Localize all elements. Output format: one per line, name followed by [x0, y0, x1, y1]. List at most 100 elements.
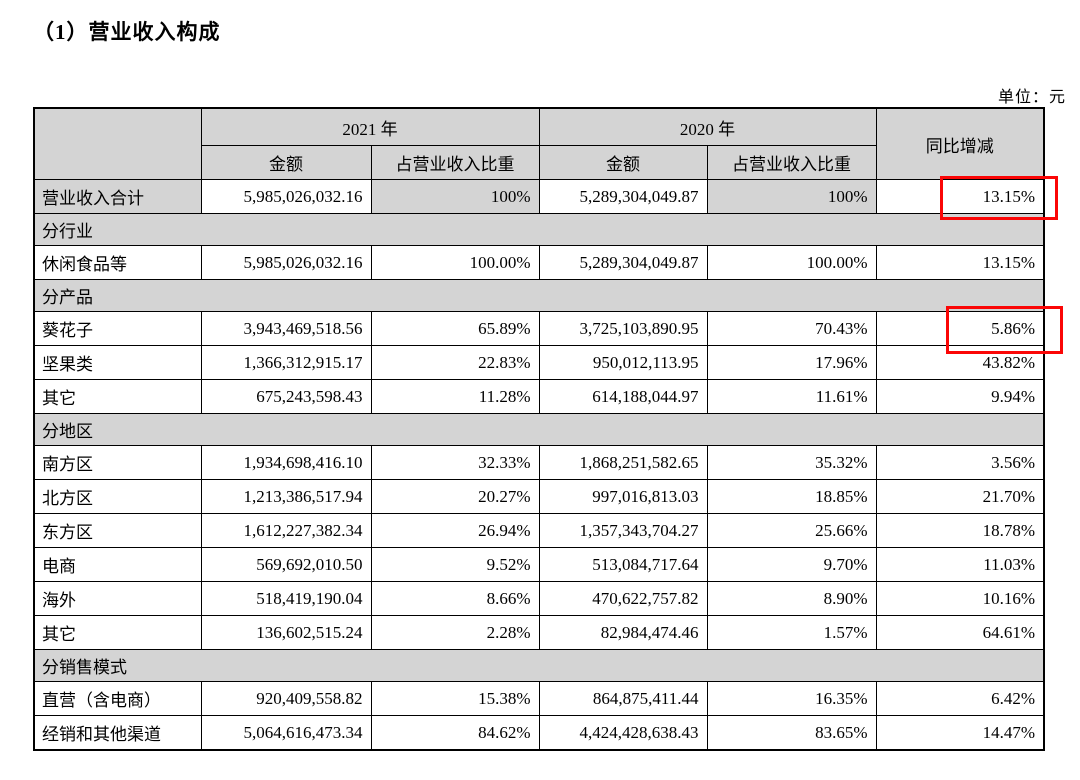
header-amount-2021: 金额: [200, 145, 372, 180]
amount-2020-cell: 513,084,717.64: [538, 547, 708, 582]
section-label-cell: 分地区: [33, 413, 1045, 446]
yoy-cell: 13.15%: [875, 179, 1045, 214]
table-row: 直营（含电商） 920,409,558.82 15.38% 864,875,411.4…: [33, 681, 1045, 716]
header-year-2021: 2021 年: [200, 107, 540, 146]
table-row: 营业收入合计 5,985,026,032.16 100% 5,289,304,049.…: [33, 179, 1045, 214]
share-2020-cell: 70.43%: [706, 311, 877, 346]
section-label-cell: 分产品: [33, 279, 1045, 312]
amount-2020-cell: 3,725,103,890.95: [538, 311, 708, 346]
corner-blank-cell: [33, 107, 202, 180]
row-label-cell: 坚果类: [33, 345, 202, 380]
share-2020-cell: 17.96%: [706, 345, 877, 380]
share-2021-cell: 32.33%: [370, 445, 540, 480]
yoy-cell: 3.56%: [875, 445, 1045, 480]
amount-2021-cell: 1,612,227,382.34: [200, 513, 372, 548]
yoy-cell: 9.94%: [875, 379, 1045, 414]
table-row: 南方区 1,934,698,416.10 32.33% 1,868,251,582.6…: [33, 445, 1045, 480]
header-share-2021: 占营业收入比重: [370, 145, 540, 180]
share-2020-cell: 18.85%: [706, 479, 877, 514]
table-row: 海外 518,419,190.04 8.66% 470,622,757.82 8.90%…: [33, 581, 1045, 616]
yoy-cell: 10.16%: [875, 581, 1045, 616]
amount-2020-cell: 5,289,304,049.87: [538, 245, 708, 280]
amount-2021-cell: 569,692,010.50: [200, 547, 372, 582]
row-label-cell: 南方区: [33, 445, 202, 480]
share-2020-cell: 100.00%: [706, 245, 877, 280]
amount-2020-cell: 5,289,304,049.87: [538, 179, 708, 214]
share-2021-cell: 2.28%: [370, 615, 540, 650]
amount-2020-cell: 4,424,428,638.43: [538, 715, 708, 751]
table-row: 休闲食品等 5,985,026,032.16 100.00% 5,289,304,04…: [33, 245, 1045, 280]
yoy-cell: 11.03%: [875, 547, 1045, 582]
amount-2021-cell: 5,064,616,473.34: [200, 715, 372, 751]
row-label-cell: 休闲食品等: [33, 245, 202, 280]
yoy-cell: 5.86%: [875, 311, 1045, 346]
table-row: 其它 675,243,598.43 11.28% 614,188,044.97 11.6…: [33, 379, 1045, 414]
section-label-cell: 分行业: [33, 213, 1045, 246]
amount-2020-cell: 1,868,251,582.65: [538, 445, 708, 480]
table-row: 东方区 1,612,227,382.34 26.94% 1,357,343,704.2…: [33, 513, 1045, 548]
row-label-cell: 葵花子: [33, 311, 202, 346]
row-label-cell: 经销和其他渠道: [33, 715, 202, 751]
share-2021-cell: 100.00%: [370, 245, 540, 280]
table-row: 葵花子 3,943,469,518.56 65.89% 3,725,103,890.9…: [33, 311, 1045, 346]
amount-2021-cell: 136,602,515.24: [200, 615, 372, 650]
amount-2021-cell: 5,985,026,032.16: [200, 179, 372, 214]
share-2021-cell: 11.28%: [370, 379, 540, 414]
share-2020-cell: 1.57%: [706, 615, 877, 650]
share-2021-cell: 84.62%: [370, 715, 540, 751]
share-2021-cell: 20.27%: [370, 479, 540, 514]
section-row: 分行业: [33, 213, 1045, 246]
row-label-cell: 北方区: [33, 479, 202, 514]
row-label-cell: 营业收入合计: [33, 179, 202, 214]
yoy-cell: 13.15%: [875, 245, 1045, 280]
header-share-2020: 占营业收入比重: [706, 145, 877, 180]
yoy-cell: 18.78%: [875, 513, 1045, 548]
amount-2020-cell: 470,622,757.82: [538, 581, 708, 616]
amount-2021-cell: 1,934,698,416.10: [200, 445, 372, 480]
row-label-cell: 其它: [33, 379, 202, 414]
share-2020-cell: 25.66%: [706, 513, 877, 548]
header-year-2020: 2020 年: [538, 107, 877, 146]
table-row: 坚果类 1,366,312,915.17 22.83% 950,012,113.95 1…: [33, 345, 1045, 380]
yoy-cell: 14.47%: [875, 715, 1045, 751]
amount-2020-cell: 82,984,474.46: [538, 615, 708, 650]
table-row: 经销和其他渠道 5,064,616,473.34 84.62% 4,424,428,6…: [33, 715, 1045, 751]
section-row: 分产品: [33, 279, 1045, 312]
amount-2021-cell: 3,943,469,518.56: [200, 311, 372, 346]
section-label-cell: 分销售模式: [33, 649, 1045, 682]
share-2020-cell: 100%: [706, 179, 877, 214]
header-amount-2020: 金额: [538, 145, 708, 180]
table-row: 其它 136,602,515.24 2.28% 82,984,474.46 1.57% 6…: [33, 615, 1045, 650]
table-row: 北方区 1,213,386,517.94 20.27% 997,016,813.03 1…: [33, 479, 1045, 514]
share-2020-cell: 8.90%: [706, 581, 877, 616]
table-row: 电商 569,692,010.50 9.52% 513,084,717.64 9.70%…: [33, 547, 1045, 582]
yoy-cell: 21.70%: [875, 479, 1045, 514]
amount-2021-cell: 1,213,386,517.94: [200, 479, 372, 514]
yoy-cell: 6.42%: [875, 681, 1045, 716]
row-label-cell: 海外: [33, 581, 202, 616]
amount-2020-cell: 614,188,044.97: [538, 379, 708, 414]
row-label-cell: 电商: [33, 547, 202, 582]
table-body: 营业收入合计 5,985,026,032.16 100% 5,289,304,049.…: [33, 179, 1045, 751]
amount-2021-cell: 1,366,312,915.17: [200, 345, 372, 380]
share-2021-cell: 9.52%: [370, 547, 540, 582]
amount-2021-cell: 518,419,190.04: [200, 581, 372, 616]
unit-label: 单位：元: [997, 89, 1066, 106]
amount-2020-cell: 950,012,113.95: [538, 345, 708, 380]
amount-2020-cell: 864,875,411.44: [538, 681, 708, 716]
amount-2020-cell: 997,016,813.03: [538, 479, 708, 514]
revenue-composition-table: 2021 年 2020 年 同比增减 金额 占营业收入比重 金额 占营业收入比重…: [33, 107, 1045, 751]
yoy-cell: 64.61%: [875, 615, 1045, 650]
amount-2021-cell: 920,409,558.82: [200, 681, 372, 716]
amount-2021-cell: 675,243,598.43: [200, 379, 372, 414]
share-2021-cell: 22.83%: [370, 345, 540, 380]
page-title: （1）营业收入构成: [33, 20, 221, 44]
amount-2021-cell: 5,985,026,032.16: [200, 245, 372, 280]
section-row: 分地区: [33, 413, 1045, 446]
share-2021-cell: 15.38%: [370, 681, 540, 716]
share-2021-cell: 26.94%: [370, 513, 540, 548]
share-2020-cell: 11.61%: [706, 379, 877, 414]
share-2020-cell: 9.70%: [706, 547, 877, 582]
amount-2020-cell: 1,357,343,704.27: [538, 513, 708, 548]
header-yoy: 同比增减: [875, 107, 1045, 180]
